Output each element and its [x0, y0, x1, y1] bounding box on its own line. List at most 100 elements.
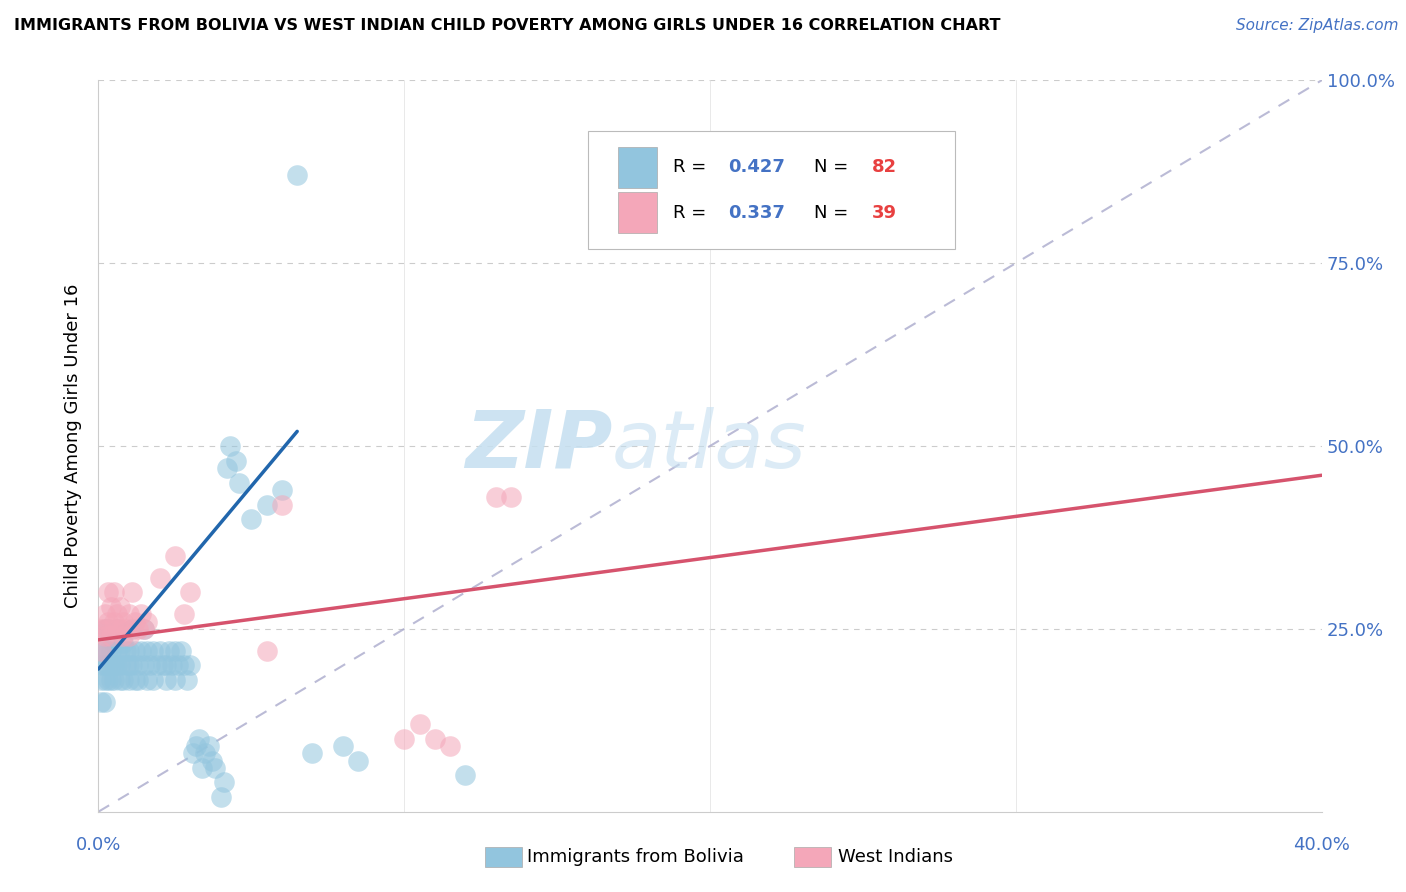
Point: [90, 644, 112, 658]
Point: [163, 644, 186, 658]
Text: IMMIGRANTS FROM BOLIVIA VS WEST INDIAN CHILD POVERTY AMONG GIRLS UNDER 16 CORREL: IMMIGRANTS FROM BOLIVIA VS WEST INDIAN C…: [14, 18, 1001, 33]
Point: [105, 607, 128, 622]
Point: [163, 549, 186, 563]
Point: [200, 754, 222, 768]
Point: [90, 695, 112, 709]
Point: [97, 658, 120, 673]
Point: [105, 644, 128, 658]
Point: [111, 673, 134, 687]
Point: [108, 673, 131, 687]
Point: [115, 658, 138, 673]
Point: [100, 644, 122, 658]
Text: 0.0%: 0.0%: [76, 836, 121, 854]
Point: [105, 658, 128, 673]
Point: [181, 746, 204, 760]
Text: R =: R =: [673, 203, 713, 221]
Point: [103, 636, 125, 650]
Point: [186, 739, 208, 753]
Point: [127, 658, 149, 673]
Point: [121, 585, 143, 599]
Point: [152, 658, 174, 673]
Text: 0.427: 0.427: [728, 159, 786, 177]
Point: [332, 739, 354, 753]
Point: [173, 658, 195, 673]
Text: N =: N =: [814, 159, 853, 177]
Point: [129, 607, 152, 622]
Point: [179, 585, 201, 599]
Point: [127, 622, 149, 636]
Point: [136, 615, 159, 629]
Point: [454, 768, 477, 782]
Point: [197, 739, 219, 753]
Point: [155, 673, 177, 687]
Point: [111, 629, 134, 643]
Point: [111, 636, 134, 650]
Point: [219, 439, 242, 453]
Point: [121, 622, 143, 636]
Point: [225, 453, 247, 467]
Point: [142, 673, 165, 687]
Point: [149, 571, 172, 585]
Point: [115, 622, 138, 636]
Point: [204, 761, 226, 775]
Point: [167, 658, 190, 673]
Point: [256, 498, 278, 512]
Point: [90, 644, 112, 658]
Point: [103, 585, 125, 599]
Point: [347, 754, 370, 768]
Point: [139, 658, 162, 673]
Y-axis label: Child Poverty Among Girls Under 16: Child Poverty Among Girls Under 16: [65, 284, 83, 608]
Point: [103, 673, 125, 687]
Point: [136, 644, 159, 658]
Text: N =: N =: [814, 203, 853, 221]
Point: [93, 629, 115, 643]
Point: [228, 475, 250, 490]
Point: [285, 169, 308, 183]
Point: [145, 658, 167, 673]
Point: [105, 622, 128, 636]
Point: [163, 673, 186, 687]
Point: [485, 490, 508, 504]
Point: [157, 644, 180, 658]
Point: [108, 658, 131, 673]
Point: [121, 658, 143, 673]
Point: [194, 746, 217, 760]
Point: [108, 622, 131, 636]
Point: [100, 629, 122, 643]
Point: [215, 461, 238, 475]
Point: [301, 746, 323, 760]
Point: [439, 739, 461, 753]
FancyBboxPatch shape: [588, 131, 955, 249]
Text: 82: 82: [872, 159, 897, 177]
Point: [179, 658, 201, 673]
Point: [108, 644, 131, 658]
Point: [111, 615, 134, 629]
Point: [90, 673, 112, 687]
Point: [118, 644, 141, 658]
Point: [97, 622, 120, 636]
Text: ZIP: ZIP: [465, 407, 612, 485]
Point: [97, 585, 120, 599]
Point: [160, 658, 183, 673]
FancyBboxPatch shape: [619, 193, 658, 233]
Point: [124, 615, 146, 629]
Point: [188, 731, 211, 746]
Text: West Indians: West Indians: [838, 848, 953, 866]
Text: 39: 39: [872, 203, 897, 221]
Point: [134, 622, 156, 636]
Point: [423, 731, 446, 746]
Point: [408, 717, 430, 731]
Text: Immigrants from Bolivia: Immigrants from Bolivia: [527, 848, 744, 866]
FancyBboxPatch shape: [619, 147, 658, 187]
Point: [118, 607, 141, 622]
Point: [97, 622, 120, 636]
Point: [93, 607, 115, 622]
Point: [118, 673, 141, 687]
Point: [118, 658, 141, 673]
Point: [90, 622, 112, 636]
Point: [136, 673, 159, 687]
Point: [170, 644, 193, 658]
Text: atlas: atlas: [612, 407, 807, 485]
Point: [173, 607, 195, 622]
Point: [191, 761, 214, 775]
